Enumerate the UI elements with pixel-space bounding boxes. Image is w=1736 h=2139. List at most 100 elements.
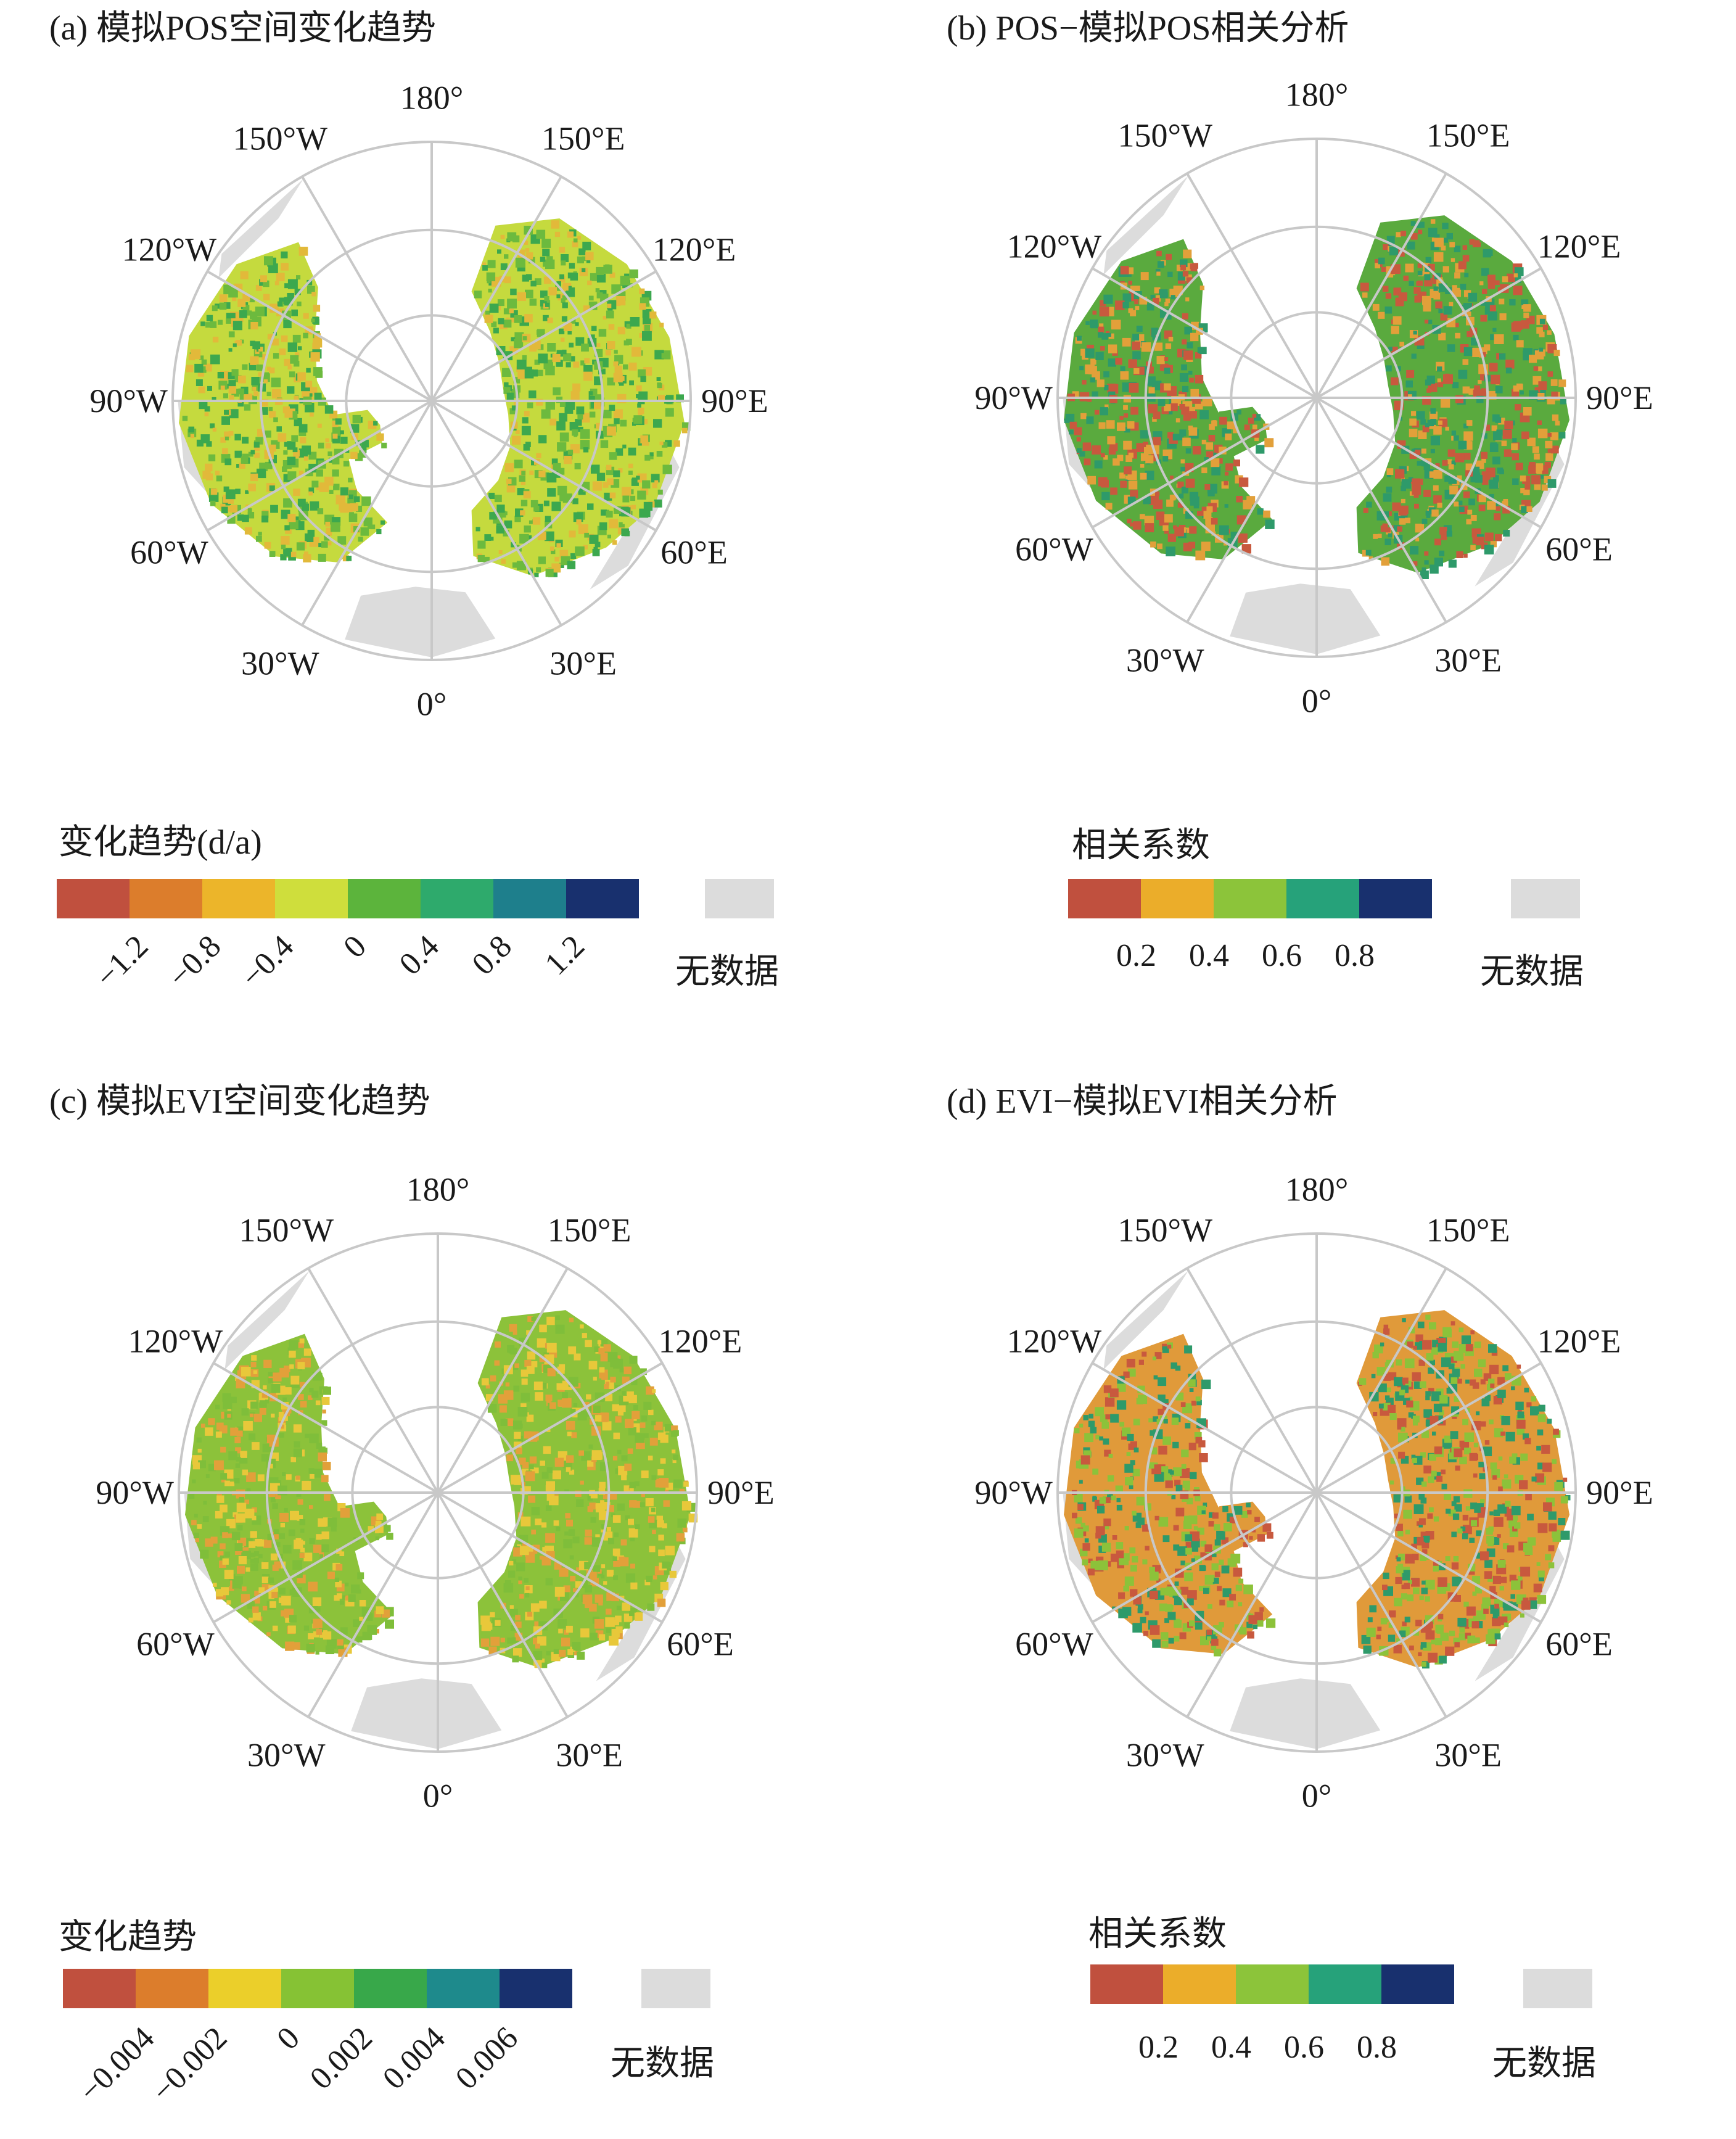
polar-map: 180° 150°E 120°E 90°E 60°E 30°E 0° 30°W 60°W 90°W… [974,1171,1653,1815]
meridian-line [430,176,562,402]
longitude-label: 90°W [974,379,1053,416]
legend-colorbar [1068,879,1432,918]
longitude-label: 60°W [136,1626,215,1663]
nodata-land [1230,1678,1381,1749]
nodata-label: 无数据 [675,953,779,991]
longitude-label: 0° [417,685,447,722]
meridian-line [1186,173,1318,399]
nodata-land [218,178,304,278]
legend-tick-label: −0.4 [234,928,301,995]
meridian-line [1092,1362,1318,1494]
nodata-label: 无数据 [1480,953,1584,991]
longitude-label: 90°W [89,382,168,419]
legend-color-3 [1286,879,1359,918]
nodata-land [351,1678,502,1749]
legend-tick-label: 0.006 [448,2020,525,2096]
nodata-label: 无数据 [611,2045,714,2083]
legend-color-5 [427,1969,500,2008]
meridian-line [1315,1491,1542,1623]
meridian-line [207,400,433,532]
longitude-label: 60°W [1015,531,1093,568]
legend-tick-label: −0.8 [162,928,228,995]
meridian-line [1315,173,1447,399]
legend-title: 相关系数 [1072,826,1210,865]
meridian-line [437,1267,569,1494]
meridian-line [1315,1491,1447,1718]
longitude-label: 150°E [548,1211,631,1248]
meridian-line [1315,397,1447,623]
data-pixels [1064,219,1566,579]
legend-tick-label: 0.4 [1189,938,1229,973]
longitude-label: 90°E [701,382,768,419]
legend-tick-label: 0.4 [1211,2030,1251,2065]
longitude-label: 180° [400,80,464,117]
legend-color-2 [1236,1964,1309,2004]
nodata-swatch [1511,879,1580,918]
longitude-label: 90°W [96,1474,174,1511]
meridian-line [1092,1491,1318,1623]
nodata-swatch [1523,1969,1592,2008]
legend-colorbar [63,1969,572,2008]
legend-color-1 [1141,879,1214,918]
longitude-label: 30°E [1434,642,1502,679]
meridian-line [1315,397,1542,529]
meridian-line [213,1362,439,1494]
longitude-label: 120°E [652,231,736,268]
legend-tick-label: −1.2 [89,928,155,995]
panel-title: (d) EVI−模拟EVI相关分析 [947,1082,1338,1121]
legend-color-5 [421,879,493,918]
land-region [1064,239,1273,559]
nodata-label: 无数据 [1492,2045,1596,2083]
legend-tick-label: −0.002 [145,2020,234,2109]
meridian-line [307,1267,439,1494]
legend-tick-label: 0.002 [303,2020,380,2096]
data-pixels [188,1315,698,1668]
longitude-label: 180° [406,1171,470,1208]
legend-color-4 [354,1969,427,2008]
longitude-label: 30°E [549,645,617,682]
meridian-line [301,176,433,402]
legend-title: 相关系数 [1088,1915,1227,1953]
legend-tick-label: 0.6 [1262,938,1302,973]
longitude-label: 120°W [128,1322,223,1359]
longitude-label: 120°E [1537,228,1621,265]
meridian-line [301,400,433,626]
longitude-label: 150°W [233,120,328,157]
legend-color-1 [1163,1964,1236,2004]
longitude-label: 0° [1302,1777,1332,1814]
legend-color-4 [1359,879,1432,918]
nodata-land [1103,1270,1189,1370]
polar-map: 180° 150°E 120°E 90°E 60°E 30°E 0° 30°W 60°W 90°W… [974,76,1653,720]
polar-map: 180° 150°E 120°E 90°E 60°E 30°E 0° 30°W 60°W 90°W… [89,80,768,723]
longitude-label: 30°E [556,1737,623,1774]
legend-color-3 [281,1969,354,2008]
legend-color-2 [1214,879,1286,918]
legend-color-3 [275,879,348,918]
longitude-label: 60°W [1015,1626,1093,1663]
meridian-line [1186,1267,1318,1494]
legend-color-2 [208,1969,281,2008]
longitude-label: 120°E [1537,1322,1621,1359]
longitude-label: 90°W [974,1474,1053,1511]
legend-color-4 [1381,1964,1454,2004]
legend-tick-label: 0.4 [392,928,446,982]
longitude-label: 60°W [130,534,208,571]
longitude-label: 30°W [241,645,319,682]
longitude-label: 60°E [667,1626,734,1663]
longitude-label: 90°E [1586,1474,1653,1511]
panel-title: (a) 模拟POS空间变化趋势 [49,9,436,47]
longitude-label: 150°E [1426,1211,1510,1248]
land-region [477,1310,691,1668]
legend-tick-label: 0.6 [1284,2030,1324,2065]
legend-color-6 [500,1969,572,2008]
longitude-label: 90°E [707,1474,775,1511]
panel-title: (b) POS−模拟POS相关分析 [947,9,1349,47]
legend-colorbar [57,879,639,918]
longitude-label: 60°E [1545,1626,1613,1663]
legend-color-6 [493,879,566,918]
legend-tick-label: 1.2 [538,928,592,982]
legend-color-7 [566,879,639,918]
longitude-label: 180° [1285,1171,1349,1208]
meridian-line [213,1491,439,1623]
legend-color-4 [348,879,421,918]
